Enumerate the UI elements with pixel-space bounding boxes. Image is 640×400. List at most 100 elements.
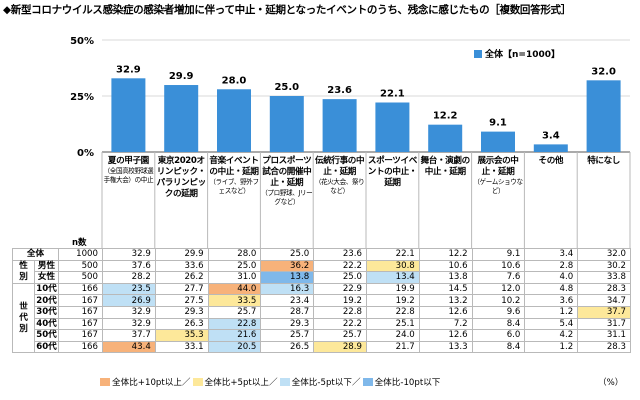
table-cell: 25.0	[313, 271, 367, 284]
table-cell: 14.5	[418, 282, 473, 296]
data-table: 全体 1000 32.9 29.9 28.0 25.0 23.6 22.1 12.2 9.1 3.4…	[12, 248, 631, 354]
table-cell: 29.9	[154, 248, 209, 261]
row-label: 40代	[34, 317, 59, 331]
table-cell: 10.6	[471, 259, 526, 273]
table-cell: 25.7	[207, 305, 262, 319]
table-cell: 19.9	[365, 282, 420, 296]
table-cell: 3.6	[524, 294, 579, 307]
table-cell: 33.5	[207, 294, 262, 307]
table-cell: 31.0	[207, 271, 262, 284]
table-cell: 22.8	[365, 305, 420, 319]
table-cell: 7.2	[418, 317, 473, 331]
table-cell: 22.2	[313, 259, 367, 273]
table-cell: 13.3	[418, 340, 473, 354]
category-label: プロスポーツ試合の開催中止・延期 （プロ野球、Jリーグなど）	[261, 156, 313, 207]
table-cell: 7.6	[471, 271, 526, 284]
table-cell: 37.6	[102, 259, 156, 273]
n-count: 1000	[58, 248, 103, 261]
category-label: 伝統行事の中止・延期 （花火大会、祭りなど）	[314, 156, 366, 196]
table-row: 全体 1000 32.9 29.9 28.0 25.0 23.6 22.1 12.2 9.1 3.4…	[12, 248, 631, 261]
threshold-legend-item: 全体比-5pt以下／	[279, 376, 361, 388]
table-cell: 13.8	[260, 271, 315, 284]
category-label: 舞台・演劇の中止・延期	[419, 156, 471, 178]
table-cell: 26.2	[154, 271, 209, 284]
bar-value-label: 32.9	[116, 64, 141, 75]
table-cell: 21.6	[207, 329, 262, 342]
bar	[322, 99, 357, 152]
table-cell: 31.1	[577, 329, 631, 342]
table-cell: 23.5	[102, 282, 156, 296]
bar	[428, 124, 463, 152]
table-cell: 34.7	[577, 294, 631, 307]
bar	[217, 89, 251, 152]
table-cell: 10.2	[471, 294, 526, 307]
group-label: 世 代 別	[12, 282, 35, 354]
bar-value-label: 32.0	[591, 66, 616, 77]
table-cell: 32.9	[102, 248, 156, 261]
table-cell: 35.3	[154, 329, 209, 342]
threshold-label: 全体比+10pt以上／	[112, 378, 191, 388]
row-label: 50代	[34, 329, 59, 342]
table-cell: 23.4	[260, 294, 315, 307]
table-cell: 22.9	[313, 282, 367, 296]
row-label: 20代	[34, 294, 59, 307]
table-cell: 25.0	[260, 248, 315, 261]
table-cell: 12.6	[418, 329, 473, 342]
table-cell: 27.5	[154, 294, 209, 307]
table-cell: 44.0	[207, 282, 262, 296]
table-cell: 30.8	[365, 259, 420, 273]
category-label-main: 舞台・演劇の中止・延期	[420, 156, 471, 177]
table-row: 30代 167 32.9 29.3 25.7 28.7 22.8 22.8 12.6 9.6 1.2…	[13, 305, 631, 319]
table-cell: 33.6	[154, 259, 209, 273]
group-label: 性 別	[12, 259, 35, 284]
bar	[269, 96, 304, 152]
bar	[481, 131, 515, 152]
table-cell: 1.2	[524, 340, 579, 354]
table-cell: 4.2	[524, 329, 579, 342]
bar	[164, 85, 199, 152]
category-label-note: （ライブ、野外フェスなど）	[209, 178, 259, 195]
y-tick-label: 25%	[70, 92, 94, 103]
table-cell: 28.2	[102, 271, 156, 284]
table-cell: 23.6	[313, 248, 367, 261]
table-cell: 13.4	[365, 271, 420, 284]
table-cell: 31.7	[577, 317, 631, 331]
table-cell: 19.2	[313, 294, 367, 307]
threshold-swatch	[362, 378, 373, 386]
table-cell: 43.4	[102, 340, 156, 354]
bar-value-label: 29.9	[169, 71, 194, 82]
category-label-main: 音楽イベントの中止・延期	[209, 156, 259, 177]
table-cell: 24.0	[365, 329, 420, 342]
percent-unit: （%）	[598, 378, 624, 388]
category-label: 特になし	[578, 156, 630, 167]
bar	[586, 80, 621, 152]
bar	[111, 78, 146, 152]
table-cell: 6.0	[471, 329, 526, 342]
category-label-main: その他	[538, 156, 564, 166]
table-cell: 8.4	[471, 340, 526, 354]
table-cell: 9.6	[471, 305, 526, 319]
category-label-note: （プロ野球、Jリーグなど）	[261, 189, 313, 206]
row-label: 女性	[34, 271, 59, 284]
table-cell: 3.4	[524, 248, 579, 261]
table-cell: 5.4	[524, 317, 579, 331]
table-cell: 9.1	[471, 248, 526, 261]
category-label-main: 東京2020オリンピック・パラリンピックの延期	[156, 156, 207, 199]
table-cell: 13.8	[418, 271, 473, 284]
category-label: 展示会の中止・延期 （ゲームショウなど）	[472, 156, 524, 196]
threshold-swatch	[100, 378, 110, 386]
bar	[533, 144, 568, 152]
table-cell: 22.2	[313, 317, 367, 331]
table-cell: 21.7	[365, 340, 420, 354]
table-cell: 27.7	[154, 282, 209, 296]
bar-value-label: 12.2	[433, 111, 458, 122]
threshold-label: 全体比+5pt以上／	[204, 378, 278, 388]
table-cell: 12.6	[418, 305, 473, 319]
table-row: 40代 167 32.9 26.3 22.8 29.3 22.2 25.1 7.2 8.4 5.4 3…	[13, 317, 631, 331]
n-count: 167	[58, 317, 103, 331]
table-cell: 28.3	[577, 282, 631, 296]
table-cell: 10.6	[418, 259, 473, 273]
row-label: 10代	[34, 282, 59, 296]
table-row: 性 別男性 500 37.6 33.6 25.0 36.2 22.2 30.8 10.6 10.6…	[12, 259, 631, 284]
